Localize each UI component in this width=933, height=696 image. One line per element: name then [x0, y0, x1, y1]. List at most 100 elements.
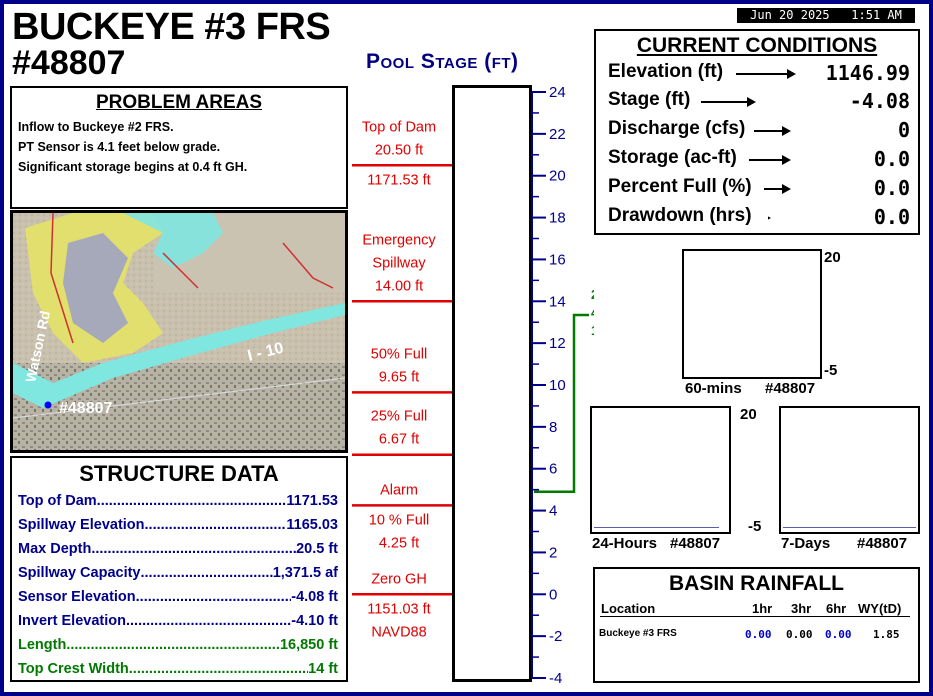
- basin-rainfall-panel: BASIN RAINFALL Location 1hr 3hr 6hr WY(t…: [593, 567, 920, 683]
- seven-days-chart: [779, 406, 920, 534]
- rainfall-col-3hr: 3hr: [791, 601, 812, 616]
- rainfall-wytd: 1.85: [873, 628, 900, 641]
- structure-row-label: Max Depth: [18, 541, 92, 557]
- tick-label: 0: [549, 586, 557, 603]
- days-series-line: [783, 527, 916, 528]
- structure-row-label: Spillway Elevation: [18, 517, 145, 533]
- record-flood-line: [534, 313, 589, 493]
- structure-row-value: 16,850 ft: [279, 637, 338, 653]
- structure-row-value: 1165.03: [286, 517, 338, 533]
- condition-value: -4.08: [849, 89, 910, 113]
- structure-row: Top Crest Width 14 ft: [18, 657, 338, 681]
- tick-label: 24: [549, 84, 566, 101]
- leader-dots: [145, 513, 287, 537]
- rainfall-3hr: 0.00: [786, 628, 813, 641]
- leader-dots: [126, 609, 291, 633]
- level-label-emergency-spillway: Spillway: [372, 255, 426, 271]
- structure-row: Spillway Capacity 1,371.5 af: [18, 561, 338, 585]
- leader-dots: [129, 657, 308, 681]
- timestamp: Jun 20 2025 1:51 AM: [737, 8, 915, 23]
- tick-label: -2: [549, 628, 562, 645]
- rainfall-6hr: 0.00: [825, 628, 852, 641]
- twentyfour-hours-label: 24-Hours: [592, 535, 658, 552]
- condition-label: Drawdown (hrs): [608, 205, 752, 226]
- level-label-twentyfive-percent-full: 25% Full: [371, 409, 427, 425]
- level-label-alarm: 10 % Full: [369, 512, 429, 528]
- twentyfour-hours-ymax: 20: [740, 406, 757, 423]
- level-label-alarm: 4.25 ft: [379, 535, 419, 551]
- tick-label: 10: [549, 377, 566, 394]
- leader-dots: [91, 537, 296, 561]
- condition-label: Stage (ft): [608, 89, 691, 110]
- arrow-right-icon: [701, 97, 756, 107]
- condition-value: 1146.99: [825, 61, 910, 85]
- twentyfour-hours-ymin: -5: [748, 518, 762, 535]
- tick-label: 22: [549, 126, 566, 143]
- problem-line: Inflow to Buckeye #2 FRS.: [18, 120, 174, 134]
- level-label-zero-gh: 1151.03 ft: [367, 601, 430, 617]
- sixty-mins-ymin: -5: [824, 362, 838, 379]
- twentyfour-hours-id: #48807: [670, 535, 721, 552]
- tick-label: 16: [549, 251, 566, 268]
- structure-row: Length 16,850 ft: [18, 633, 338, 657]
- arrow-right-icon: [749, 155, 791, 165]
- rainfall-1hr: 0.00: [745, 628, 772, 641]
- structure-row-value: -4.08 ft: [291, 589, 338, 605]
- twentyfour-hours-chart: [590, 406, 731, 534]
- level-label-emergency-spillway: Emergency: [362, 232, 436, 248]
- structure-row-value: 1,371.5 af: [272, 565, 338, 581]
- rainfall-divider: [600, 616, 910, 617]
- structure-row-value: 20.5 ft: [296, 541, 338, 557]
- condition-label: Elevation (ft): [608, 61, 724, 82]
- level-label-top-of-dam: Top of Dam: [362, 119, 436, 135]
- basin-rainfall-heading: BASIN RAINFALL: [669, 572, 844, 595]
- record-flood-label: 4.9 feet: [591, 306, 594, 320]
- condition-label: Percent Full (%): [608, 176, 752, 197]
- structure-row: Spillway Elevation 1165.03: [18, 513, 338, 537]
- tick-label: 4: [549, 503, 557, 520]
- level-label-alarm: Alarm: [380, 482, 418, 498]
- tick-label: 20: [549, 168, 566, 185]
- condition-value: 0.0: [873, 147, 910, 171]
- rainfall-col-location: Location: [601, 601, 656, 616]
- structure-row-label: Top of Dam: [18, 493, 97, 509]
- arrow-right-icon: [736, 69, 796, 79]
- structure-row-label: Top Crest Width: [18, 661, 129, 677]
- condition-value: 0.0: [873, 176, 910, 200]
- record-flood-label: 2014-Sep-08: [591, 288, 594, 302]
- rainfall-col-6hr: 6hr: [826, 601, 847, 616]
- structure-data-heading: STRUCTURE DATA: [79, 461, 279, 486]
- rainfall-col-1hr: 1hr: [752, 601, 773, 616]
- structure-row-label: Sensor Elevation: [18, 589, 136, 605]
- condition-value: 0: [897, 118, 910, 142]
- sixty-mins-chart: [682, 249, 822, 379]
- pool-stage-gauge: [452, 85, 532, 682]
- structure-row-label: Spillway Capacity: [18, 565, 141, 581]
- problem-line: PT Sensor is 4.1 feet below grade.: [18, 140, 221, 154]
- hours-series-line: [594, 527, 719, 528]
- record-flood-label: 123 ac-ft: [591, 324, 594, 338]
- tick-label: 14: [549, 293, 566, 310]
- structure-row: Top of Dam 1171.53: [18, 489, 338, 513]
- seven-days-label: 7-Days: [781, 535, 831, 552]
- site-map: Watson Rd I - 10 #48807: [10, 210, 348, 453]
- level-label-fifty-percent-full: 9.65 ft: [379, 369, 419, 385]
- structure-row: Max Depth 20.5 ft: [18, 537, 338, 561]
- structure-row: Invert Elevation -4.10 ft: [18, 609, 338, 633]
- sixty-mins-label: 60-mins: [685, 380, 742, 397]
- pool-stage-title: Pool Stage (ft): [366, 50, 519, 73]
- structure-row-value: 1171.53: [286, 493, 338, 509]
- problem-areas-panel: PROBLEM AREAS Inflow to Buckeye #2 FRS. …: [10, 86, 348, 209]
- leader-dots: [66, 633, 280, 657]
- arrow-right-icon: [754, 126, 791, 136]
- condition-label: Storage (ac-ft): [608, 147, 737, 168]
- problem-areas-heading: PROBLEM AREAS: [95, 92, 263, 113]
- arrow-right-icon: [768, 216, 771, 220]
- rainfall-location: Buckeye #3 FRS: [599, 628, 677, 639]
- structure-row-label: Length: [18, 637, 67, 653]
- tick-label: -4: [549, 670, 562, 687]
- level-label-zero-gh: NAVD88: [371, 624, 426, 640]
- tick-label: 18: [549, 210, 566, 227]
